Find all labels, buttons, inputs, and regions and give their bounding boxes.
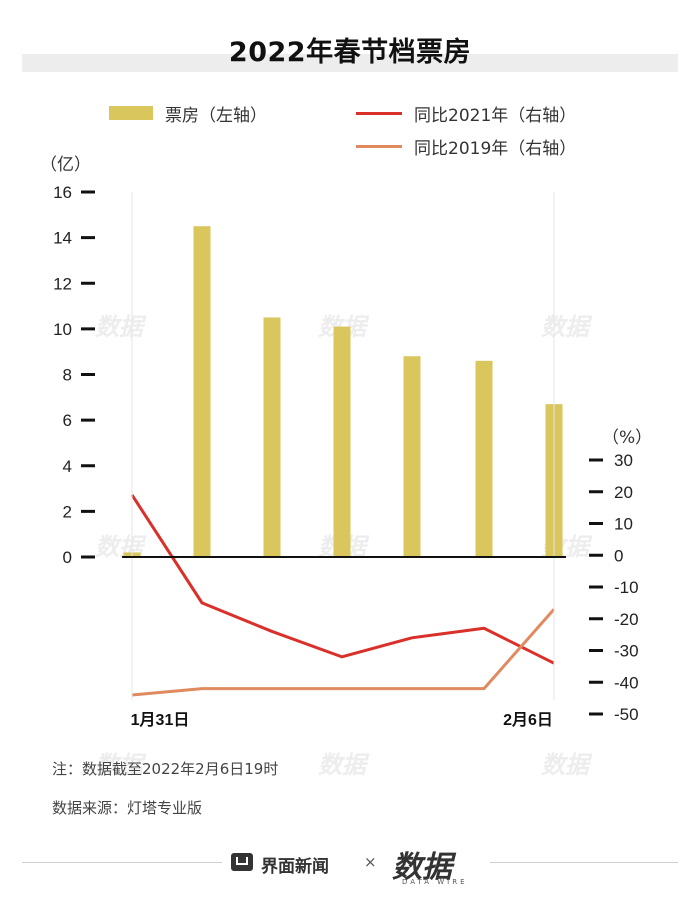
lines-layer: [130, 494, 556, 697]
left-tick-label: 14: [53, 229, 72, 248]
left-tick-label: 12: [53, 274, 72, 293]
left-tick-label: 16: [53, 183, 72, 202]
footer-brand: 界面新闻: [261, 857, 329, 877]
left-tick-label: 8: [63, 366, 72, 385]
footer-rule-left: [22, 862, 222, 863]
bar-2: [193, 226, 211, 557]
bar-5: [403, 356, 421, 557]
watermark: 数据: [541, 750, 589, 779]
left-axis-unit: （亿）: [40, 155, 91, 175]
right-tick-label: -30: [614, 642, 639, 661]
footer-rule-right: [490, 862, 678, 863]
chart-title: 2022年春节档票房: [228, 37, 472, 68]
title-band: [22, 54, 678, 72]
right-tick-label: -10: [614, 578, 639, 597]
line-series-2021: [130, 494, 555, 665]
right-axis-unit: （%）: [602, 428, 653, 448]
footer-times: ×: [364, 853, 377, 871]
left-tick-label: 4: [63, 457, 72, 476]
x-category-label: 2月6日: [503, 711, 553, 729]
right-tick-label: 10: [614, 515, 633, 534]
watermark: 数据: [541, 312, 589, 341]
data-note: 注：数据截至2022年2月6日19时: [52, 760, 279, 778]
line-series-2019: [131, 608, 556, 697]
data-source: 数据来源：灯塔专业版: [52, 799, 203, 817]
legend-swatch-bar: [109, 106, 153, 120]
watermark: 数据: [95, 750, 143, 779]
right-tick-label: -40: [614, 673, 639, 692]
legend-swatch-2021: [356, 112, 402, 115]
datawire-logo-sub: DATA WIRE: [402, 878, 468, 886]
left-tick-label: 0: [63, 548, 72, 567]
legend-label-bar: 票房（左轴）: [165, 106, 267, 126]
right-tick-label: -20: [614, 610, 639, 629]
datawire-logo: 数据: [392, 850, 452, 885]
watermark: 数据: [318, 750, 366, 779]
bar-6: [475, 360, 493, 557]
left-tick-label: 10: [53, 320, 72, 339]
legend-label-2021: 同比2021年（右轴）: [414, 106, 577, 126]
bar-3: [263, 317, 281, 557]
axes-layer: 0 2 4 6 8 10 12 14 16 30 20 10 0 -10 -20 -30 -40 -50 1月31日…: [53, 183, 639, 729]
right-tick-label: -50: [614, 705, 639, 724]
x-category-label: 1月31日: [131, 711, 190, 729]
right-tick-label: 30: [614, 451, 633, 470]
bars-layer: [123, 226, 563, 557]
legend-label-2019: 同比2019年（右轴）: [414, 139, 577, 159]
right-tick-label: 0: [614, 546, 623, 565]
watermark: 数据: [95, 312, 143, 341]
left-tick-label: 2: [63, 502, 72, 521]
bar-4: [333, 326, 351, 557]
left-tick-label: 6: [63, 411, 72, 430]
right-tick-label: 20: [614, 483, 633, 502]
jiemian-logo-icon: [231, 853, 253, 871]
legend-swatch-2019: [356, 145, 402, 148]
